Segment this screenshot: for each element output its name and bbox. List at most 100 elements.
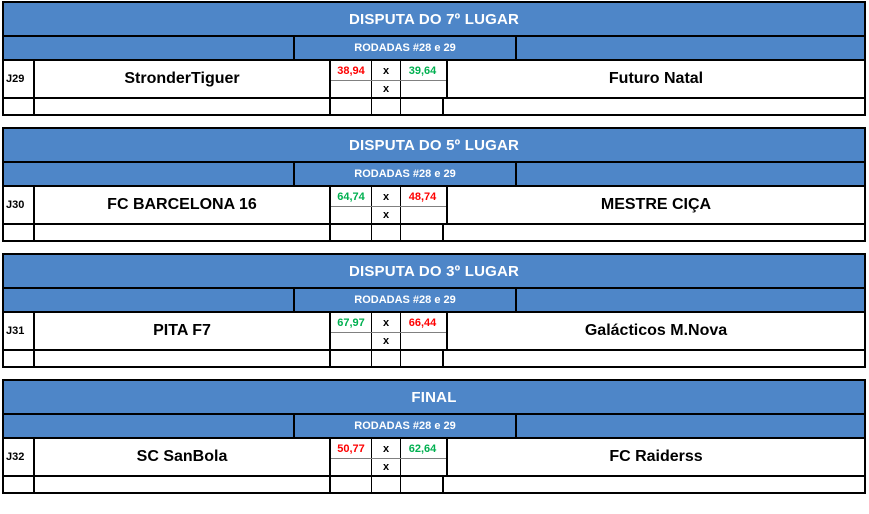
empty-cell[interactable] — [331, 99, 372, 114]
score-separator-cell[interactable]: x — [372, 187, 401, 206]
sub-right-cell[interactable] — [517, 289, 864, 311]
sub-right-cell[interactable] — [517, 163, 864, 185]
table-title-cell[interactable]: DISPUTA DO 7º LUGAR — [4, 3, 864, 37]
score-separator-cell[interactable]: x — [372, 333, 401, 349]
empty-score-cell[interactable] — [331, 207, 372, 223]
empty-cell[interactable] — [401, 225, 444, 240]
empty-cell[interactable] — [35, 99, 331, 114]
table-title-cell[interactable]: FINAL — [4, 381, 864, 415]
rounds-cell[interactable]: RODADAS #28 e 29 — [293, 163, 517, 185]
sub-header-row: RODADAS #28 e 29 — [4, 289, 864, 313]
rounds-label: RODADAS #28 e 29 — [354, 168, 456, 180]
sub-right-cell[interactable] — [517, 37, 864, 59]
bracket-table-final: FINAL RODADAS #28 e 29 J32 SC SanBola 50… — [2, 379, 866, 494]
bracket-table-3rd-place: DISPUTA DO 3º LUGAR RODADAS #28 e 29 J31… — [2, 253, 866, 368]
empty-cell[interactable] — [35, 225, 331, 240]
empty-cell[interactable] — [4, 99, 35, 114]
match-id-cell[interactable]: J29 — [4, 61, 35, 97]
empty-cell[interactable] — [444, 225, 864, 240]
match-id-cell[interactable]: J32 — [4, 439, 35, 475]
away-team-cell[interactable]: FC Raiderss — [446, 439, 864, 475]
away-team-cell[interactable]: Futuro Natal — [446, 61, 864, 97]
empty-cell[interactable] — [331, 225, 372, 240]
table-title: DISPUTA DO 5º LUGAR — [348, 136, 520, 154]
match-id-cell[interactable]: J30 — [4, 187, 35, 223]
empty-cell[interactable] — [372, 99, 401, 114]
score-separator-cell[interactable]: x — [372, 81, 401, 97]
empty-cell[interactable] — [401, 477, 444, 492]
match-row: J29 StronderTiguer 38,94 x 39,64 x Futur… — [4, 61, 864, 99]
away-team-cell[interactable]: Galácticos M.Nova — [446, 313, 864, 349]
sub-header-row: RODADAS #28 e 29 — [4, 415, 864, 439]
home-score-cell[interactable]: 64,74 — [331, 187, 372, 206]
home-team-cell[interactable]: FC BARCELONA 16 — [35, 187, 331, 223]
score-row-2: x — [331, 458, 446, 475]
away-score-cell[interactable]: 66,44 — [408, 316, 437, 329]
score-separator-cell[interactable]: x — [372, 61, 401, 80]
empty-row — [4, 351, 864, 366]
sub-header-row: RODADAS #28 e 29 — [4, 163, 864, 187]
sub-left-cell[interactable] — [4, 289, 293, 311]
away-score-cell[interactable]: 48,74 — [408, 190, 437, 203]
empty-cell[interactable] — [372, 351, 401, 366]
rounds-cell[interactable]: RODADAS #28 e 29 — [293, 37, 517, 59]
table-title-cell[interactable]: DISPUTA DO 3º LUGAR — [4, 255, 864, 289]
empty-cell[interactable] — [444, 351, 864, 366]
empty-cell[interactable] — [35, 351, 331, 366]
match-id-cell[interactable]: J31 — [4, 313, 35, 349]
away-score-cell[interactable]: 39,64 — [408, 64, 437, 77]
empty-cell[interactable] — [372, 477, 401, 492]
home-team-cell[interactable]: StronderTiguer — [35, 61, 331, 97]
sub-right-cell[interactable] — [517, 415, 864, 437]
empty-cell[interactable] — [331, 477, 372, 492]
away-team-cell[interactable]: MESTRE CIÇA — [446, 187, 864, 223]
score-separator-cell[interactable]: x — [372, 313, 401, 332]
home-score-cell[interactable]: 67,97 — [331, 313, 372, 332]
sub-left-cell[interactable] — [4, 163, 293, 185]
empty-score-cell[interactable] — [401, 81, 444, 97]
score-separator-cell[interactable]: x — [372, 439, 401, 458]
sub-left-cell[interactable] — [4, 37, 293, 59]
bracket-table-7th-place: DISPUTA DO 7º LUGAR RODADAS #28 e 29 J29… — [2, 1, 866, 116]
table-title: DISPUTA DO 3º LUGAR — [348, 262, 520, 280]
empty-cell[interactable] — [401, 99, 444, 114]
score-row-2: x — [331, 206, 446, 223]
score-row-1: 64,74 x 48,74 — [331, 187, 446, 206]
bracket-table-5th-place: DISPUTA DO 5º LUGAR RODADAS #28 e 29 J30… — [2, 127, 866, 242]
empty-cell[interactable] — [444, 477, 864, 492]
empty-cell[interactable] — [4, 477, 35, 492]
home-team-cell[interactable]: PITA F7 — [35, 313, 331, 349]
empty-cell[interactable] — [4, 225, 35, 240]
empty-score-cell[interactable] — [401, 459, 444, 475]
score-separator-cell[interactable]: x — [372, 207, 401, 223]
score-separator-cell[interactable]: x — [372, 459, 401, 475]
rounds-cell[interactable]: RODADAS #28 e 29 — [293, 289, 517, 311]
table-title: DISPUTA DO 7º LUGAR — [348, 10, 520, 28]
away-score-cell[interactable]: 62,64 — [408, 442, 437, 455]
empty-score-cell[interactable] — [401, 333, 444, 349]
rounds-cell[interactable]: RODADAS #28 e 29 — [293, 415, 517, 437]
empty-score-cell[interactable] — [331, 81, 372, 97]
empty-cell[interactable] — [331, 351, 372, 366]
empty-row — [4, 225, 864, 240]
score-row-2: x — [331, 332, 446, 349]
empty-score-cell[interactable] — [331, 459, 372, 475]
empty-score-cell[interactable] — [401, 207, 444, 223]
empty-cell[interactable] — [4, 351, 35, 366]
rounds-label: RODADAS #28 e 29 — [354, 420, 456, 432]
score-row-2: x — [331, 80, 446, 97]
home-team-cell[interactable]: SC SanBola — [35, 439, 331, 475]
empty-cell[interactable] — [401, 351, 444, 366]
sub-left-cell[interactable] — [4, 415, 293, 437]
empty-row — [4, 477, 864, 492]
score-row-1: 38,94 x 39,64 — [331, 61, 446, 80]
table-title-cell[interactable]: DISPUTA DO 5º LUGAR — [4, 129, 864, 163]
empty-cell[interactable] — [35, 477, 331, 492]
home-score-cell[interactable]: 38,94 — [331, 61, 372, 80]
match-row: J31 PITA F7 67,97 x 66,44 x Galácticos M… — [4, 313, 864, 351]
empty-score-cell[interactable] — [331, 333, 372, 349]
match-row: J32 SC SanBola 50,77 x 62,64 x FC Raider… — [4, 439, 864, 477]
empty-cell[interactable] — [372, 225, 401, 240]
home-score-cell[interactable]: 50,77 — [331, 439, 372, 458]
empty-cell[interactable] — [444, 99, 864, 114]
